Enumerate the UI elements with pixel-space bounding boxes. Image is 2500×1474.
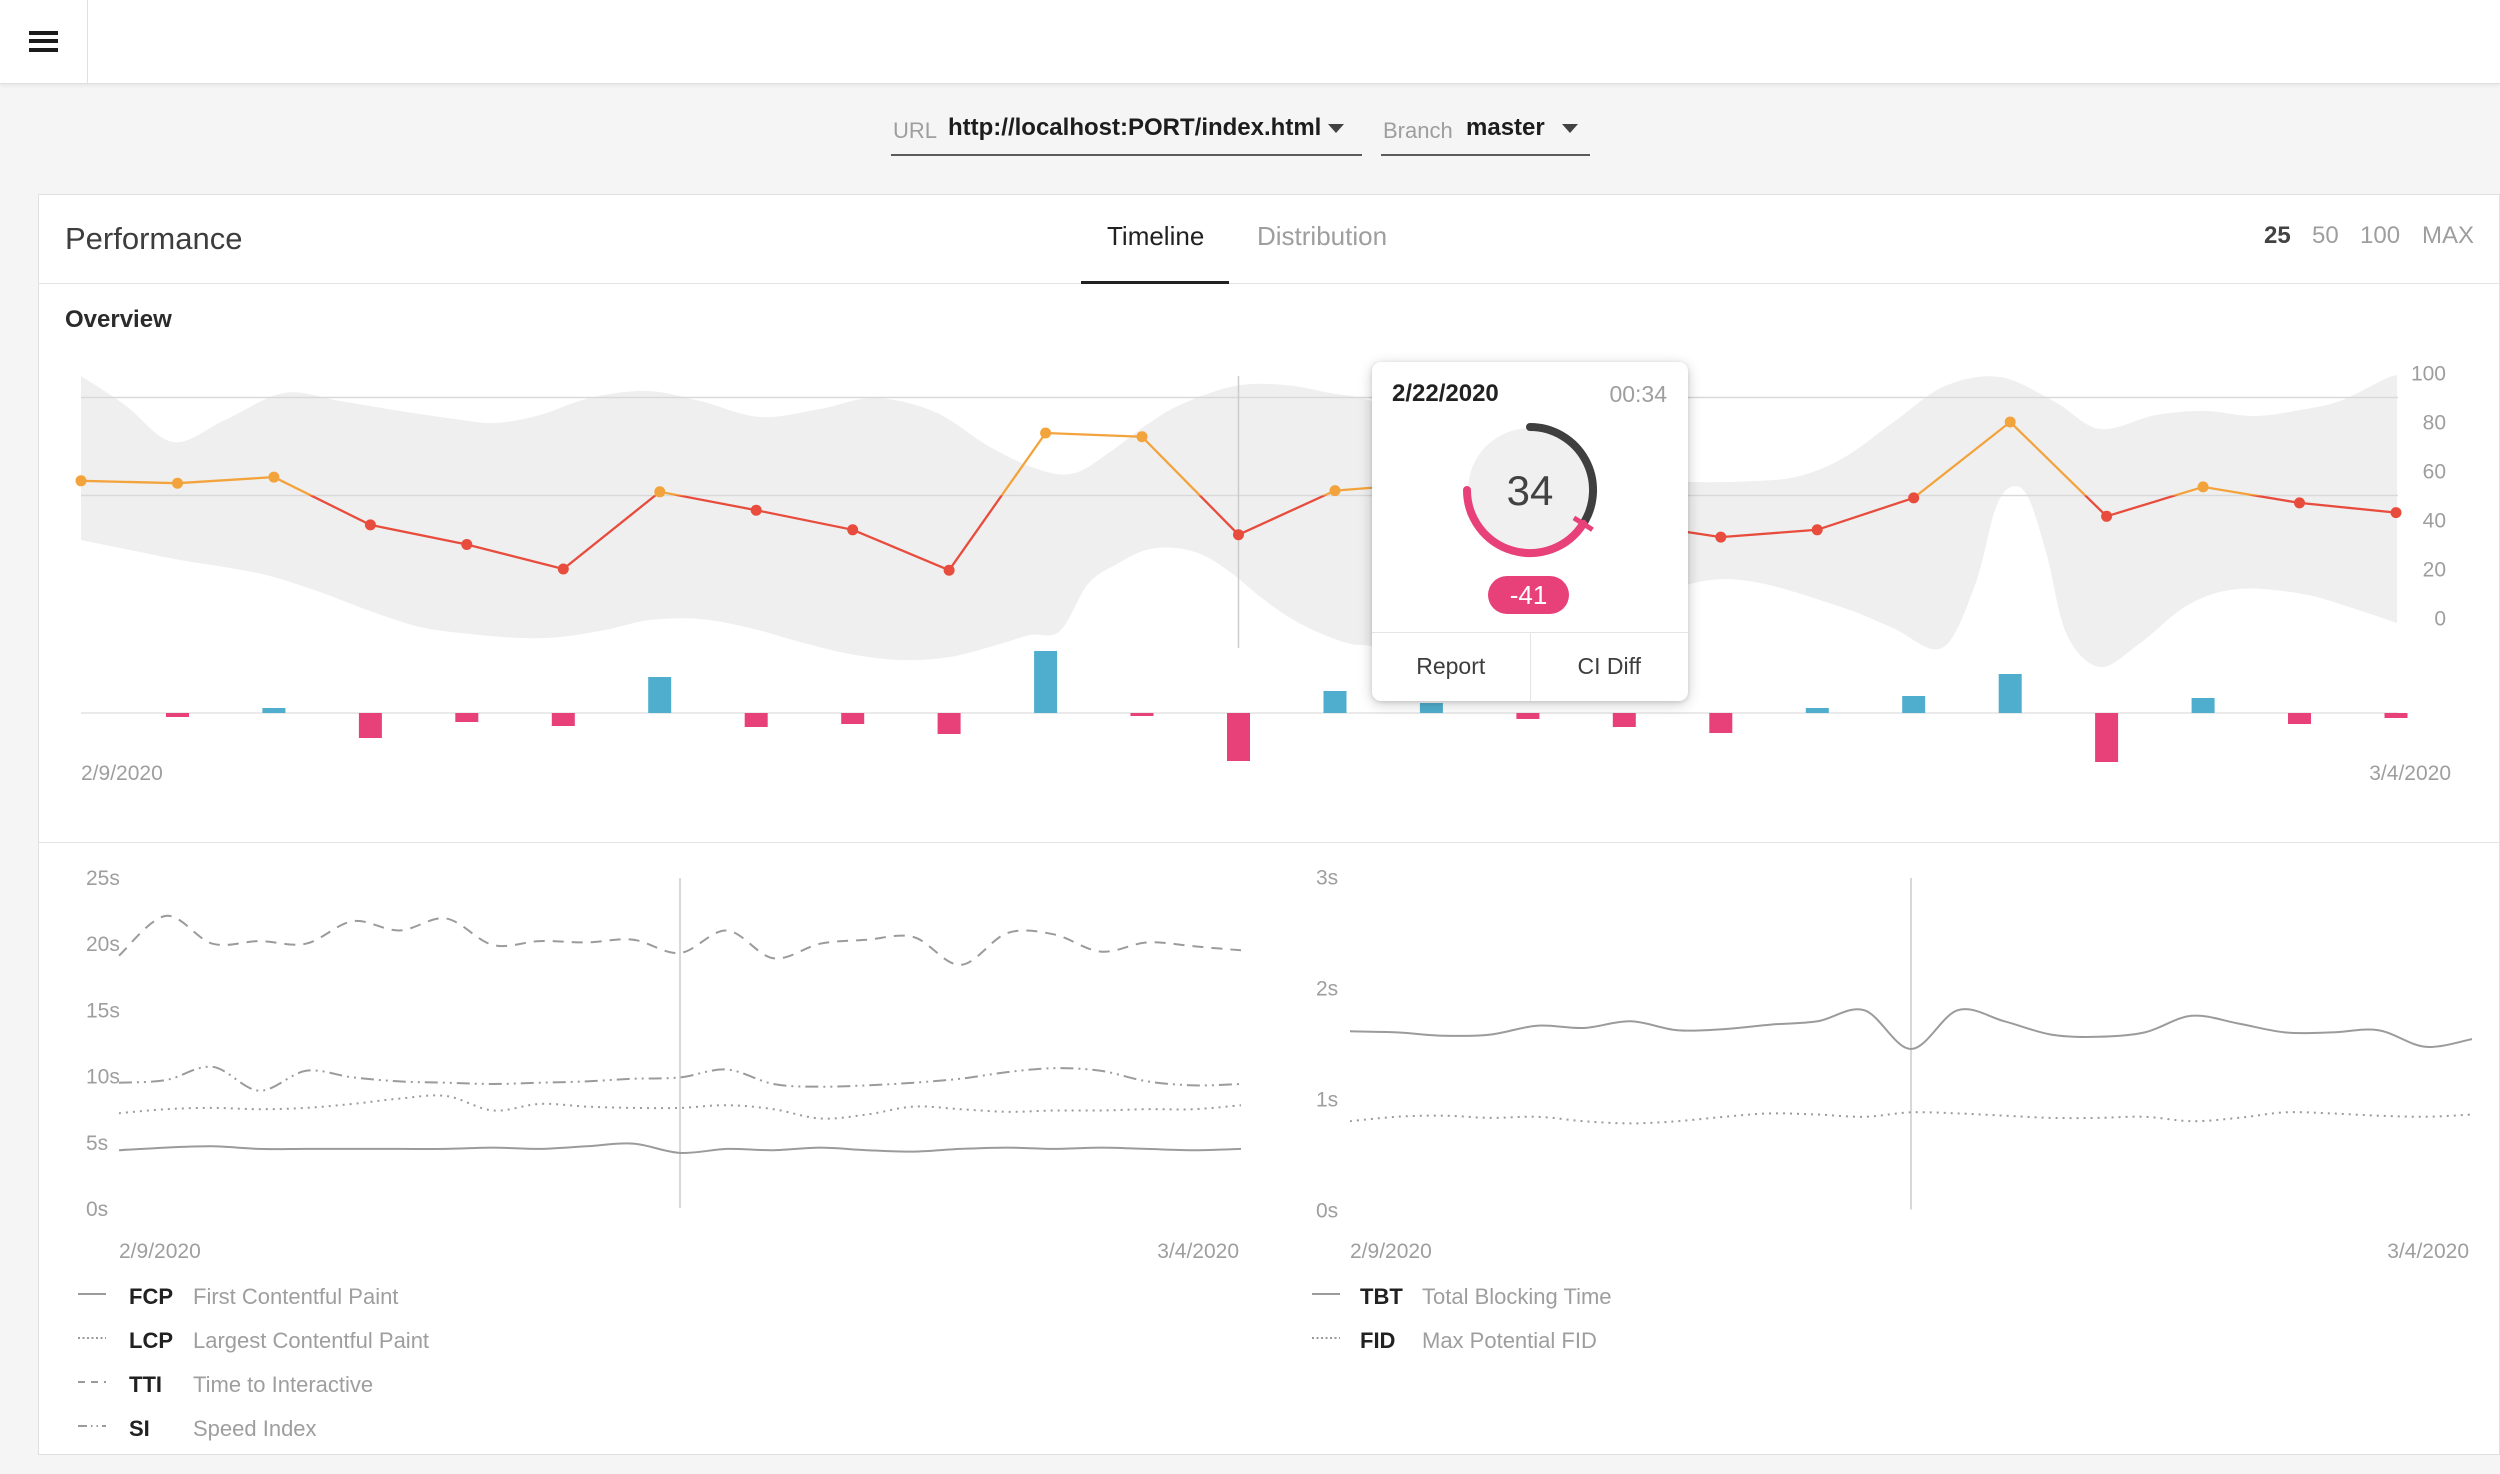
svg-text:80: 80 [2423,412,2446,435]
svg-text:Max Potential FID: Max Potential FID [1422,1328,1597,1353]
svg-text:SI: SI [129,1416,150,1441]
svg-text:0s: 0s [86,1198,108,1221]
svg-text:5s: 5s [86,1132,108,1155]
svg-text:1s: 1s [1316,1089,1338,1112]
svg-text:Largest Contentful Paint: Largest Contentful Paint [193,1328,429,1353]
svg-text:2/9/2020: 2/9/2020 [1350,1240,1432,1263]
svg-text:FCP: FCP [129,1284,173,1309]
svg-text:FID: FID [1360,1328,1395,1353]
svg-text:0s: 0s [1316,1200,1338,1223]
svg-text:25s: 25s [86,867,120,890]
svg-text:3s: 3s [1316,867,1338,890]
svg-text:15s: 15s [86,999,120,1022]
svg-text:3/4/2020: 3/4/2020 [2387,1240,2469,1263]
svg-text:Speed Index: Speed Index [193,1416,317,1441]
svg-text:3/4/2020: 3/4/2020 [1157,1240,1239,1263]
svg-text:2s: 2s [1316,978,1338,1001]
svg-text:2/9/2020: 2/9/2020 [81,762,163,785]
svg-text:20s: 20s [86,933,120,956]
svg-text:2/9/2020: 2/9/2020 [119,1240,201,1263]
svg-text:0: 0 [2434,608,2446,631]
svg-text:20: 20 [2423,559,2446,582]
svg-text:Time to Interactive: Time to Interactive [193,1372,373,1397]
svg-text:TBT: TBT [1360,1284,1403,1309]
svg-text:TTI: TTI [129,1372,162,1397]
svg-text:First Contentful Paint: First Contentful Paint [193,1284,398,1309]
svg-text:3/4/2020: 3/4/2020 [2369,762,2451,785]
svg-text:LCP: LCP [129,1328,173,1353]
svg-text:34: 34 [1507,467,1554,514]
svg-text:100: 100 [2411,363,2446,386]
svg-text:40: 40 [2423,510,2446,533]
svg-text:Total Blocking Time: Total Blocking Time [1422,1284,1612,1309]
svg-text:10s: 10s [86,1066,120,1089]
svg-text:60: 60 [2423,461,2446,484]
